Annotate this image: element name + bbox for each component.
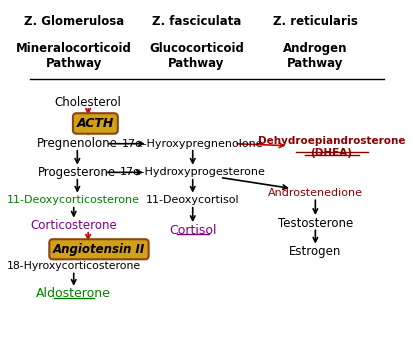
Text: Aldosterone: Aldosterone (36, 287, 111, 300)
Text: 18-Hyroxycorticosterone: 18-Hyroxycorticosterone (7, 261, 141, 271)
Text: ACTH: ACTH (77, 117, 114, 130)
Text: Pregnenolone: Pregnenolone (37, 137, 118, 150)
Text: Corticosterone: Corticosterone (30, 219, 117, 232)
Text: Androgen
Pathway: Androgen Pathway (283, 42, 348, 70)
Text: Angiotensin II: Angiotensin II (53, 243, 145, 256)
Text: Z. fasciculata: Z. fasciculata (152, 15, 241, 28)
Text: Estrogen: Estrogen (289, 245, 342, 258)
Text: 11-Deoxycorticosterone: 11-Deoxycorticosterone (7, 195, 140, 205)
Text: 17α-Hydroxyprogesterone: 17α-Hydroxyprogesterone (120, 167, 266, 177)
Text: Progesterone: Progesterone (38, 166, 116, 179)
Text: Mineralocorticoid
Pathway: Mineralocorticoid Pathway (16, 42, 132, 70)
Text: 17α-Hyroxypregnenolone: 17α-Hyroxypregnenolone (122, 139, 263, 149)
Text: Cortisol: Cortisol (169, 223, 216, 237)
Text: Cholesterol: Cholesterol (55, 96, 121, 109)
Text: Z. Glomerulosa: Z. Glomerulosa (24, 15, 124, 28)
Text: Dehydroepiandrosterone
(DHEA): Dehydroepiandrosterone (DHEA) (258, 136, 405, 158)
Text: Testosterone: Testosterone (278, 217, 353, 230)
Text: Z. reticularis: Z. reticularis (273, 15, 358, 28)
Text: Glucocorticoid
Pathway: Glucocorticoid Pathway (149, 42, 244, 70)
Text: Androstenedione: Androstenedione (268, 188, 363, 198)
Text: 11-Deoxycortisol: 11-Deoxycortisol (146, 195, 240, 205)
